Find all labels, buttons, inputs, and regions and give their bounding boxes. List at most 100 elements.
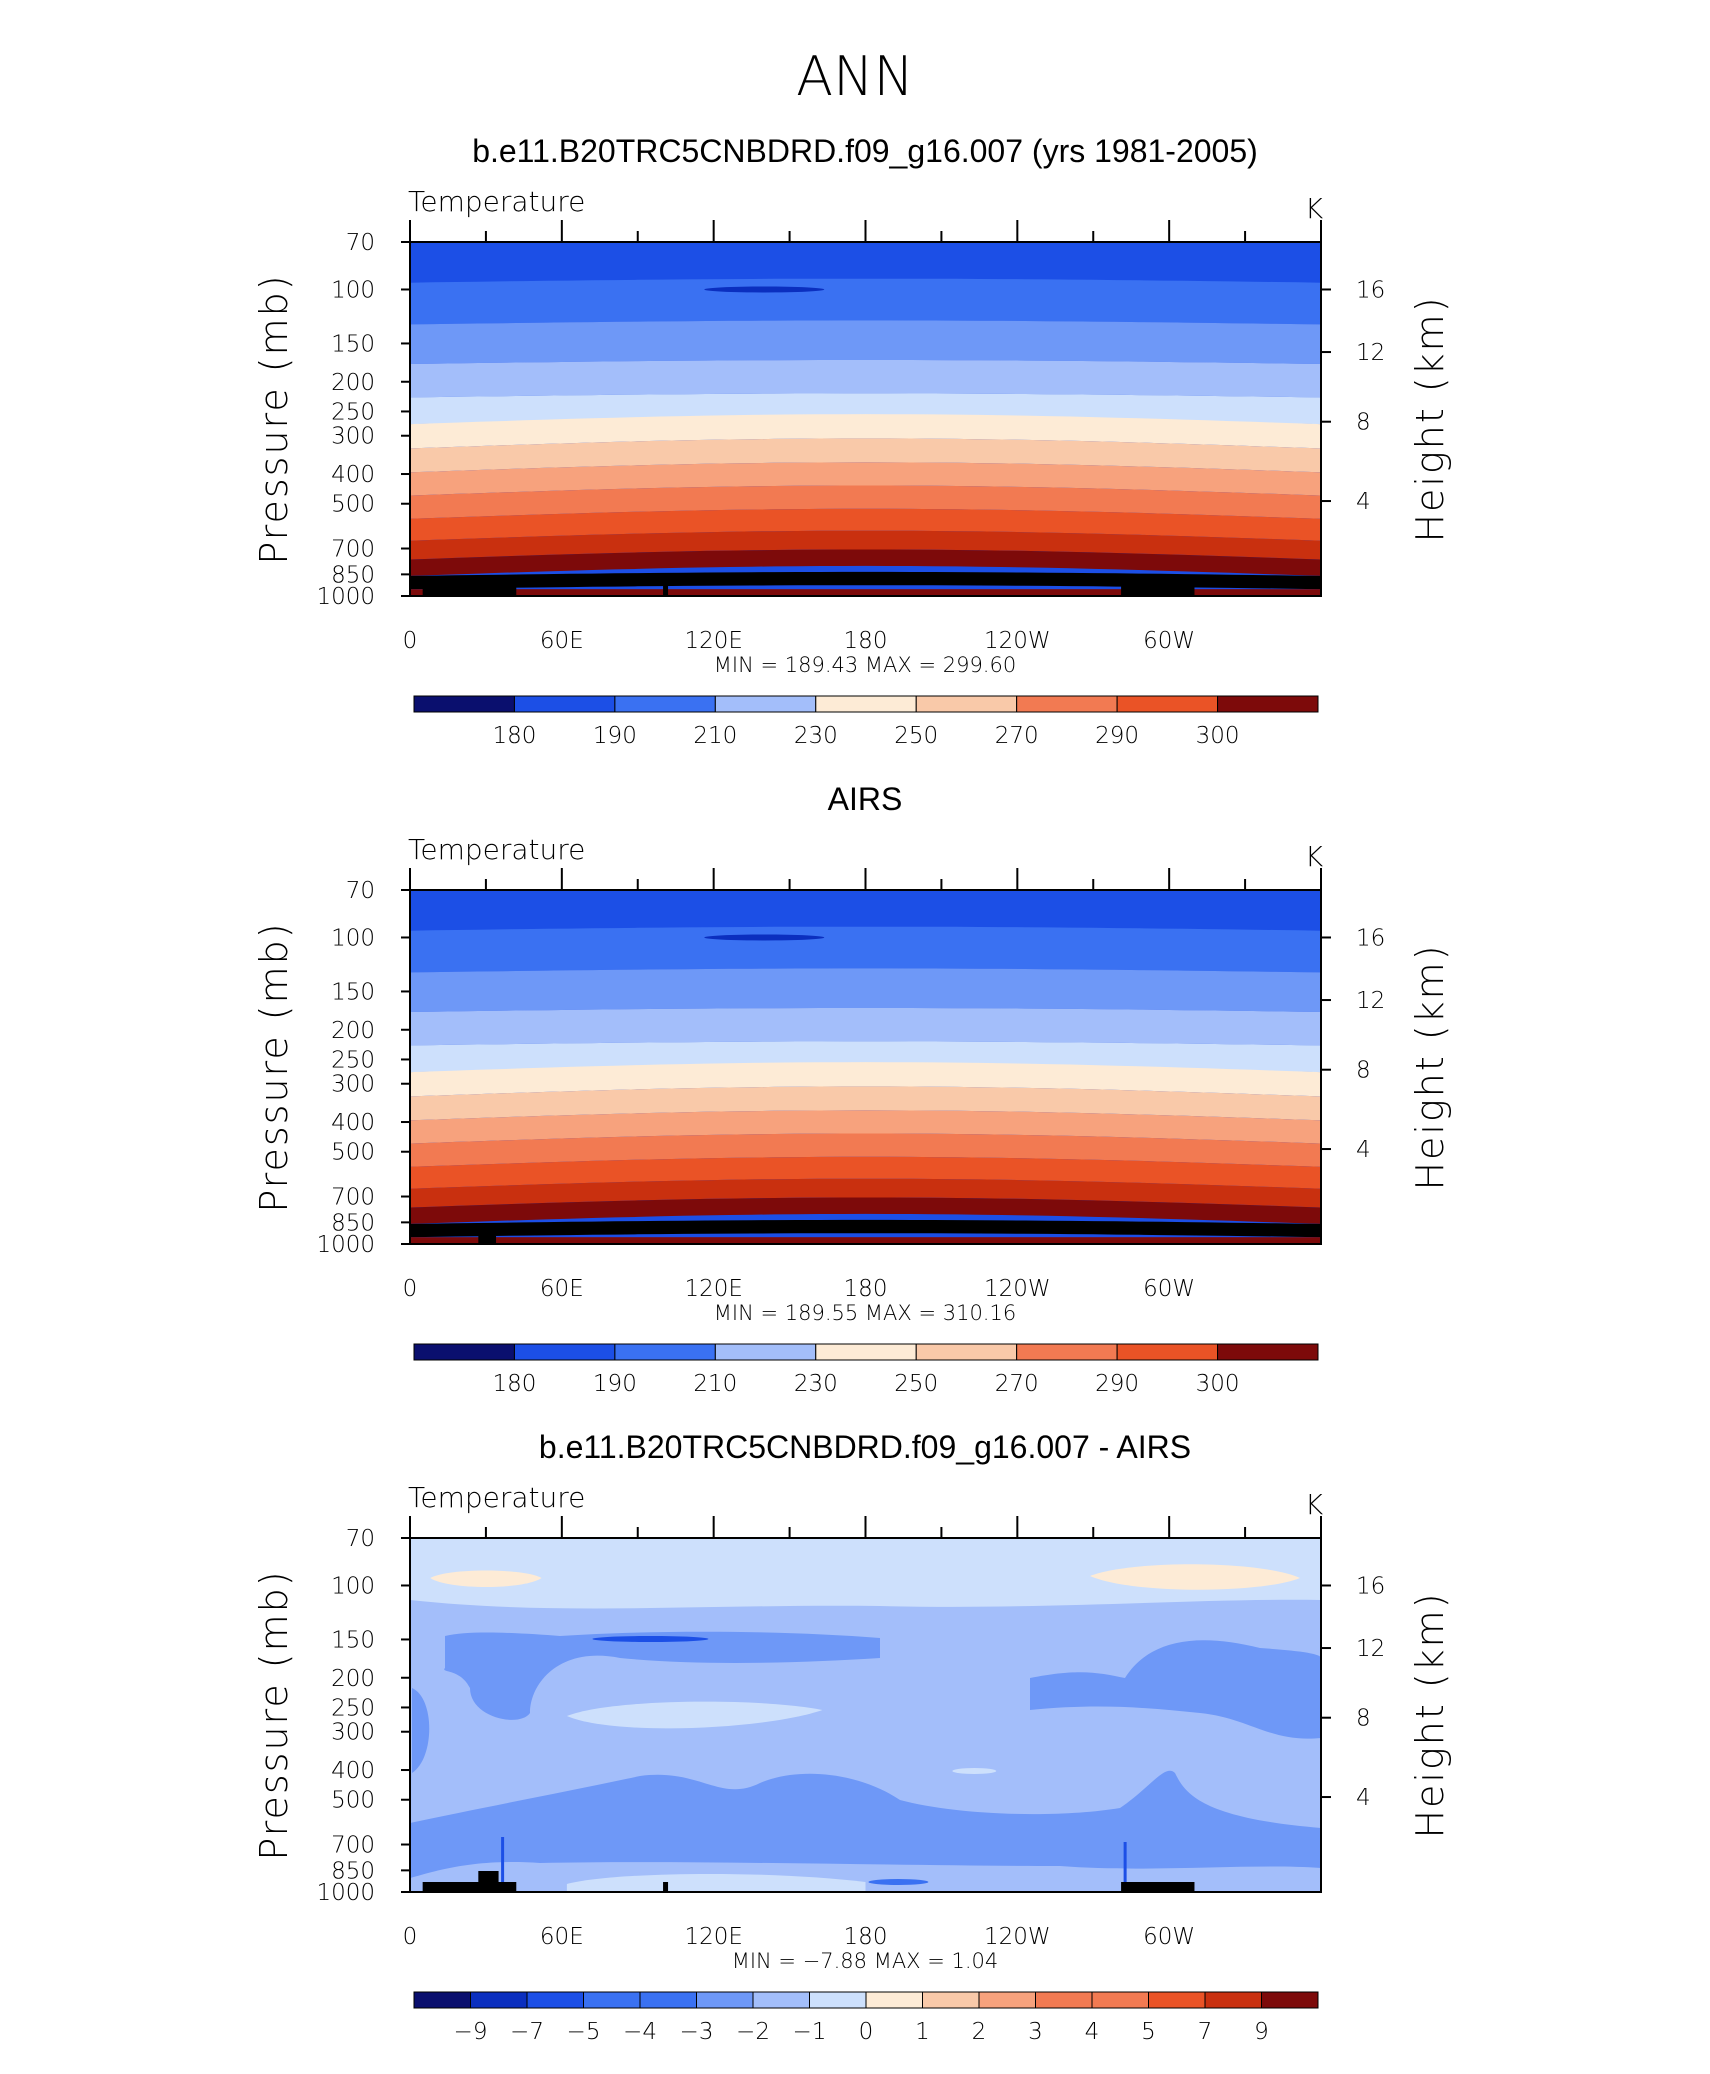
temperature-level-band — [410, 1110, 1321, 1144]
colorbar-box — [526, 1991, 584, 2009]
y-tick-label: 400 — [331, 1110, 375, 1136]
panel-3-title: b.e11.B20TRC5CNBDRD.f09_g16.007 - AIRS — [539, 1429, 1191, 1465]
panel-2-variable-label: Temperature — [408, 833, 585, 866]
x-tick-label: 60E — [540, 1276, 584, 1302]
panel-1-ylabel: Pressure (mb) — [252, 273, 296, 564]
colorbar-box — [583, 1991, 641, 2009]
y-tick-label: 250 — [331, 1047, 375, 1073]
temperature-level-band — [410, 571, 1321, 590]
colorbar-label: 270 — [995, 723, 1039, 749]
panel-2-title: AIRS — [828, 781, 903, 817]
colorbar-box — [614, 695, 716, 713]
colorbar-label: 290 — [1095, 1371, 1139, 1397]
temperature-level-band — [410, 393, 1321, 425]
panel-1-ylabel-right: Height (km) — [1408, 295, 1452, 542]
colorbar-box — [696, 1991, 754, 2009]
colorbar-box — [865, 1991, 923, 2009]
topography-sumatra — [663, 586, 669, 596]
topography-africa — [422, 575, 517, 596]
temperature-level-band — [410, 1156, 1321, 1189]
topography-africa — [478, 1236, 497, 1244]
right-y-tick-label: 12 — [1356, 340, 1385, 366]
temperature-level-band — [410, 1178, 1321, 1208]
temperature-level-band — [410, 1008, 1321, 1046]
colorbar-label: 3 — [1028, 2019, 1043, 2045]
x-tick-label: 60E — [540, 628, 584, 654]
colorbar-box — [513, 695, 616, 713]
colorbar-label: 210 — [693, 1371, 737, 1397]
diff-band-near-zero — [952, 1768, 997, 1774]
y-tick-label: 500 — [331, 492, 375, 518]
colorbar-label: −3 — [680, 2019, 714, 2045]
right-y-tick-label: 16 — [1356, 925, 1385, 951]
colorbar-label: 0 — [859, 2019, 874, 2045]
y-tick-label: 70 — [346, 878, 375, 904]
temperature-level-band — [410, 360, 1321, 398]
y-tick-label: 700 — [331, 537, 375, 563]
x-tick-label: 120W — [984, 1276, 1051, 1302]
x-tick-label: 60W — [1143, 628, 1195, 654]
panel-3-ylabel: Pressure (mb) — [252, 1569, 296, 1860]
colorbar-box — [1217, 1343, 1319, 1361]
y-tick-label: 100 — [331, 277, 375, 303]
diff-band-negative — [410, 1770, 1321, 1878]
panel-3-ylabel-right: Height (km) — [1408, 1591, 1452, 1838]
colorbar-box — [470, 1991, 528, 2009]
colorbar-label: 4 — [1085, 2019, 1100, 2045]
colorbar-box — [513, 1343, 616, 1361]
panel-3: b.e11.B20TRC5CNBDRD.f09_g16.007 - AIRS T… — [252, 1429, 1452, 2045]
temperature-level-band — [410, 1041, 1321, 1073]
temperature-level-band — [410, 320, 1321, 364]
right-y-tick-label: 4 — [1356, 1137, 1371, 1163]
colorbar-label: 5 — [1141, 2019, 1156, 2045]
x-tick-label: 120W — [984, 1924, 1051, 1950]
temperature-level-band — [410, 549, 1321, 576]
temperature-level-band — [410, 1219, 1321, 1238]
colorbar-box — [1116, 1343, 1219, 1361]
y-tick-label: 400 — [331, 462, 375, 488]
colorbar-label: −5 — [567, 2019, 601, 2045]
temperature-level-band — [410, 1086, 1321, 1121]
y-tick-label: 700 — [331, 1185, 375, 1211]
right-y-tick-label: 8 — [1356, 1706, 1371, 1732]
colorbar-box — [1261, 1991, 1319, 2009]
temperature-level-band — [410, 1237, 1321, 1244]
x-tick-label: 180 — [844, 628, 888, 654]
diff-band-negative — [1030, 1640, 1321, 1739]
colorbar-box — [978, 1991, 1036, 2009]
colorbar-label: −2 — [736, 2019, 770, 2045]
diff-band-near-zero — [566, 1873, 866, 1892]
right-y-tick-label: 16 — [1356, 277, 1385, 303]
colorbar-box — [1148, 1991, 1206, 2009]
figure-title: ANN — [796, 45, 914, 108]
colorbar-label: −1 — [793, 2019, 827, 2045]
right-y-tick-label: 4 — [1356, 1785, 1371, 1811]
right-y-tick-label: 12 — [1356, 988, 1385, 1014]
colorbar-box — [1116, 695, 1219, 713]
panel-2-field — [410, 890, 1321, 1244]
colorbar-label: 210 — [693, 723, 737, 749]
y-tick-label: 500 — [331, 1140, 375, 1166]
x-tick-label: 120E — [684, 628, 742, 654]
diff-band-strong-negative — [592, 1636, 709, 1642]
colorbar-label: −9 — [454, 2019, 488, 2045]
panel-3-field — [410, 1538, 1321, 1892]
colorbar-label: 300 — [1196, 723, 1240, 749]
x-tick-label: 60W — [1143, 1276, 1195, 1302]
temperature-level-band — [410, 968, 1321, 1012]
colorbar-label: 250 — [894, 723, 938, 749]
colorbar-label: 180 — [492, 1371, 536, 1397]
y-tick-label: 150 — [331, 331, 375, 357]
colorbar-label: 300 — [1196, 1371, 1240, 1397]
y-tick-label: 100 — [331, 1573, 375, 1599]
colorbar-box — [1035, 1991, 1093, 2009]
colorbar-box — [1016, 695, 1118, 713]
colorbar-box — [413, 1343, 515, 1361]
colorbar-label: −4 — [623, 2019, 657, 2045]
y-tick-label: 850 — [331, 1210, 375, 1236]
temperature-level-band — [410, 508, 1321, 541]
temperature-level-band — [410, 414, 1321, 449]
